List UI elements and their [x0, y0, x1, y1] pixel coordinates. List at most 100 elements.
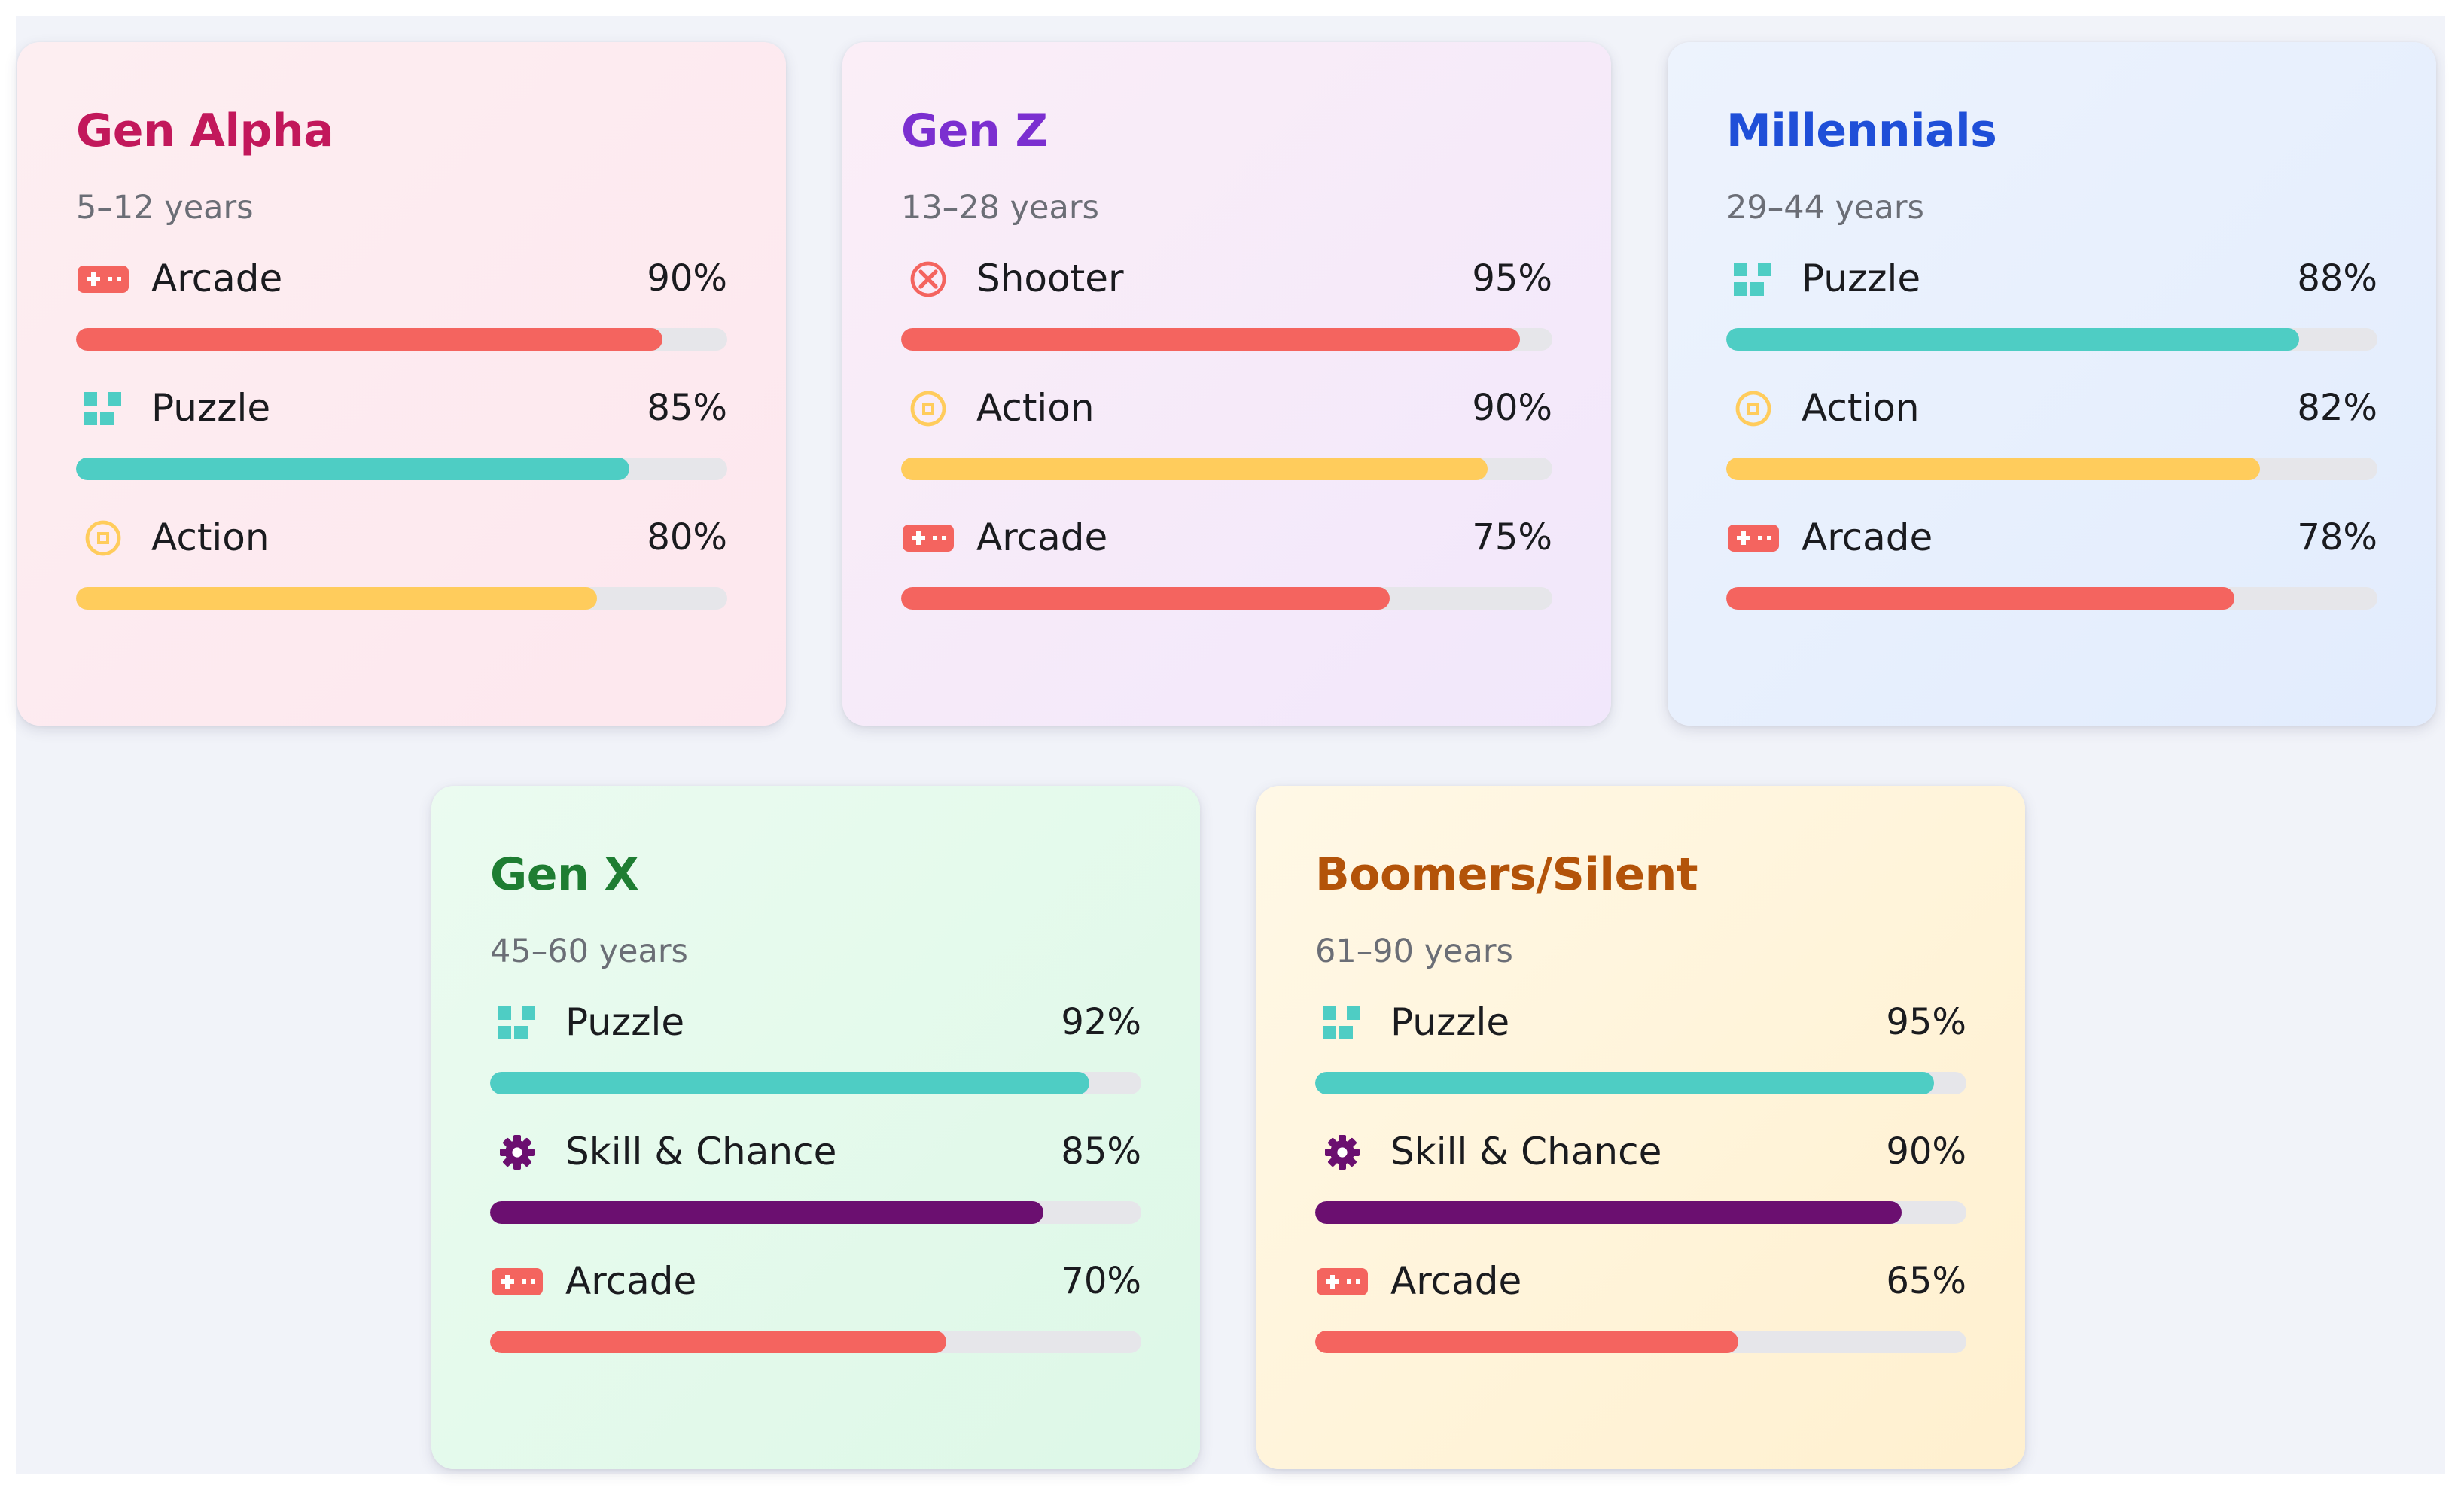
card-boomers-silent: Boomers/Silent 61–90 years Puzzle 95% Sk… [1256, 786, 2025, 1469]
bar-track [76, 458, 727, 480]
genre-label: Puzzle [1802, 257, 1921, 300]
gamepad-icon [1726, 515, 1780, 561]
genre-row: Action 90% [901, 360, 1552, 489]
age-range: 5–12 years [76, 189, 254, 227]
puzzle-blocks-icon [1726, 256, 1780, 303]
bar-track [901, 458, 1552, 480]
bar-fill [1726, 328, 2300, 351]
bar-fill [490, 1331, 946, 1353]
genre-percent: 82% [2297, 387, 2377, 429]
coin-icon [76, 515, 130, 561]
genre-row: Shooter 95% [901, 230, 1552, 360]
bar-fill [1726, 458, 2261, 480]
genre-label: Action [976, 386, 1095, 430]
bar-track [1315, 1331, 1966, 1353]
genre-percent: 95% [1472, 257, 1552, 300]
generation-title: Millennials [1726, 105, 1997, 157]
genre-label: Puzzle [565, 1000, 685, 1044]
chart-canvas: Gen Alpha 5–12 years Arcade 90% Puzzle 8… [16, 16, 2445, 1474]
gamepad-icon [901, 515, 955, 561]
genre-percent: 70% [1061, 1260, 1141, 1302]
bar-fill [901, 458, 1488, 480]
card-gen-alpha: Gen Alpha 5–12 years Arcade 90% Puzzle 8… [17, 42, 786, 726]
gamepad-icon [490, 1258, 544, 1305]
genre-label: Action [151, 516, 270, 559]
genre-row: Puzzle 85% [76, 360, 727, 489]
card-millennials: Millennials 29–44 years Puzzle 88% Actio… [1668, 42, 2436, 726]
genre-percent: 90% [1886, 1130, 1966, 1173]
bar-track [901, 328, 1552, 351]
genre-row: Skill & Chance 85% [490, 1103, 1141, 1233]
genre-percent: 65% [1886, 1260, 1966, 1302]
generation-title: Boomers/Silent [1315, 848, 1698, 901]
bar-fill [1726, 587, 2234, 610]
bar-track [1726, 328, 2377, 351]
gamepad-icon [76, 256, 130, 303]
genre-label: Arcade [976, 516, 1108, 559]
genre-row: Arcade 78% [1726, 489, 2377, 619]
genre-row: Arcade 90% [76, 230, 727, 360]
genre-row: Puzzle 88% [1726, 230, 2377, 360]
gamepad-icon [1315, 1258, 1369, 1305]
genre-label: Arcade [565, 1259, 697, 1303]
bar-track [1726, 587, 2377, 610]
genre-row: Action 80% [76, 489, 727, 619]
bar-track [1315, 1072, 1966, 1094]
genre-row: Arcade 70% [490, 1233, 1141, 1362]
genre-percent: 88% [2297, 257, 2377, 300]
genre-percent: 78% [2297, 516, 2377, 558]
bar-track [490, 1201, 1141, 1224]
generation-title: Gen Z [901, 105, 1048, 157]
bar-track [490, 1072, 1141, 1094]
bar-fill [76, 328, 662, 351]
gear-icon [1315, 1129, 1369, 1176]
generation-title: Gen X [490, 848, 639, 901]
genre-label: Puzzle [151, 386, 271, 430]
bar-track [1315, 1201, 1966, 1224]
gear-icon [490, 1129, 544, 1176]
genre-label: Puzzle [1390, 1000, 1510, 1044]
age-range: 45–60 years [490, 933, 688, 970]
genre-label: Arcade [151, 257, 283, 300]
genre-label: Action [1802, 386, 1920, 430]
card-gen-x: Gen X 45–60 years Puzzle 92% Skill & Cha… [431, 786, 1200, 1469]
bar-fill [76, 458, 630, 480]
genre-percent: 85% [1061, 1130, 1141, 1173]
bar-fill [901, 587, 1390, 610]
genre-row: Puzzle 92% [490, 974, 1141, 1103]
card-gen-z: Gen Z 13–28 years Shooter 95% Action 90%… [842, 42, 1611, 726]
puzzle-blocks-icon [76, 385, 130, 432]
bar-track [1726, 458, 2377, 480]
genre-percent: 75% [1472, 516, 1552, 558]
genre-row: Arcade 75% [901, 489, 1552, 619]
genre-label: Shooter [976, 257, 1124, 300]
age-range: 61–90 years [1315, 933, 1513, 970]
puzzle-blocks-icon [490, 1000, 544, 1046]
genre-label: Skill & Chance [565, 1130, 837, 1173]
genre-row: Puzzle 95% [1315, 974, 1966, 1103]
genre-percent: 90% [647, 257, 727, 300]
bar-fill [901, 328, 1520, 351]
bar-fill [1315, 1072, 1934, 1094]
bar-track [76, 587, 727, 610]
genre-row: Arcade 65% [1315, 1233, 1966, 1362]
genre-row: Skill & Chance 90% [1315, 1103, 1966, 1233]
bar-fill [76, 587, 597, 610]
age-range: 29–44 years [1726, 189, 1924, 227]
bar-track [901, 587, 1552, 610]
coin-icon [901, 385, 955, 432]
genre-percent: 80% [647, 516, 727, 558]
genre-row: Action 82% [1726, 360, 2377, 489]
age-range: 13–28 years [901, 189, 1099, 227]
genre-percent: 92% [1061, 1001, 1141, 1043]
coin-icon [1726, 385, 1780, 432]
bar-fill [490, 1201, 1044, 1224]
bar-track [490, 1331, 1141, 1353]
genre-label: Arcade [1390, 1259, 1522, 1303]
bar-fill [1315, 1331, 1739, 1353]
bar-fill [1315, 1201, 1902, 1224]
puzzle-blocks-icon [1315, 1000, 1369, 1046]
genre-percent: 90% [1472, 387, 1552, 429]
bar-track [76, 328, 727, 351]
genre-label: Arcade [1802, 516, 1933, 559]
